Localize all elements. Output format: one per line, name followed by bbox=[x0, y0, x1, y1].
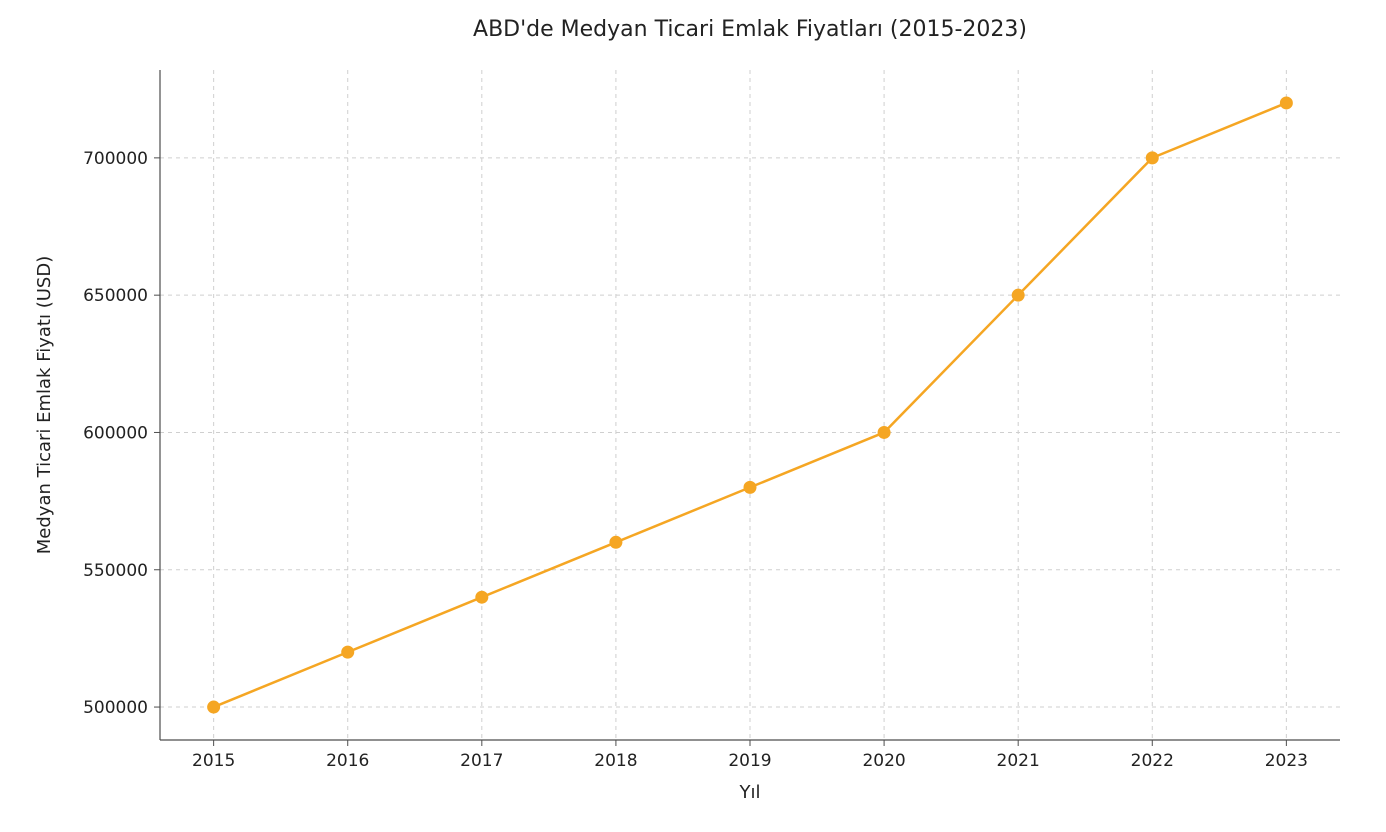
data-point bbox=[1280, 97, 1292, 109]
data-point bbox=[476, 591, 488, 603]
x-tick-label: 2015 bbox=[192, 751, 235, 771]
x-tick-label: 2019 bbox=[728, 751, 771, 771]
y-axis-label: Medyan Ticari Emlak Fiyatı (USD) bbox=[34, 256, 55, 554]
x-tick-label: 2023 bbox=[1265, 751, 1308, 771]
x-tick-label: 2017 bbox=[460, 751, 503, 771]
data-point bbox=[610, 536, 622, 548]
y-tick-label: 650000 bbox=[83, 286, 148, 306]
data-point bbox=[878, 426, 890, 438]
x-tick-label: 2020 bbox=[862, 751, 905, 771]
y-tick-label: 700000 bbox=[83, 149, 148, 169]
y-tick-label: 550000 bbox=[83, 561, 148, 581]
data-point bbox=[744, 481, 756, 493]
x-tick-label: 2016 bbox=[326, 751, 369, 771]
x-tick-label: 2022 bbox=[1131, 751, 1174, 771]
line-chart: 2015 2016 2017 2018 2019 2020 2021 2022 2023 5000… bbox=[0, 0, 1386, 832]
data-point bbox=[342, 646, 354, 658]
chart-title: ABD'de Medyan Ticari Emlak Fiyatları (20… bbox=[473, 17, 1027, 42]
data-point bbox=[1012, 289, 1024, 301]
x-axis-label: Yıl bbox=[739, 782, 761, 803]
y-tick-label: 500000 bbox=[83, 698, 148, 718]
y-tick-label: 600000 bbox=[83, 423, 148, 443]
data-point bbox=[208, 701, 220, 713]
data-point bbox=[1146, 152, 1158, 164]
x-tick-label: 2018 bbox=[594, 751, 637, 771]
x-tick-label: 2021 bbox=[997, 751, 1040, 771]
chart-container: 2015 2016 2017 2018 2019 2020 2021 2022 2023 5000… bbox=[0, 0, 1386, 832]
